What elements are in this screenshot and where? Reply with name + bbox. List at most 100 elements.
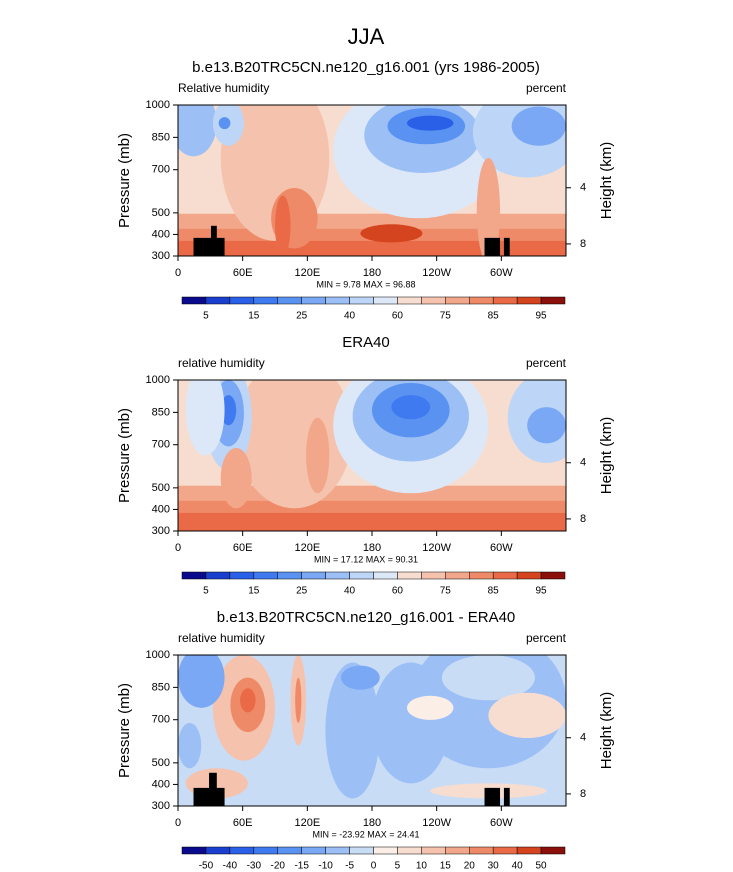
x-tick-label: 0	[175, 817, 181, 829]
stats: MIN = -23.92 MAX = 24.41	[312, 829, 419, 839]
colorbar-box	[540, 296, 566, 305]
land	[193, 237, 225, 256]
colorbar-box	[253, 846, 278, 855]
colorbar-label: 15	[248, 311, 260, 322]
colorbar-label: 15	[248, 586, 260, 597]
x-tick-label: 120E	[294, 267, 320, 279]
land	[210, 225, 217, 256]
y-tick-label: 700	[152, 714, 170, 726]
colorbar-box	[469, 846, 494, 855]
colorbar-label: -10	[318, 861, 333, 872]
left-label: relative humidity	[178, 631, 265, 645]
colorbar-label: 75	[440, 311, 452, 322]
left-label: relative humidity	[178, 356, 265, 370]
colorbar-box	[229, 571, 255, 580]
colorbar-label: 5	[203, 311, 209, 322]
x-tick-label: 60E	[233, 267, 253, 279]
y2-tick-label: 4	[580, 182, 586, 194]
colorbar-box	[373, 846, 398, 855]
y2-axis-label: Height (km)	[598, 692, 615, 770]
stats: MIN = 9.78 MAX = 96.88	[316, 279, 415, 289]
colorbar-box	[253, 296, 278, 305]
colorbar-label: 75	[440, 586, 452, 597]
contour-fill	[488, 692, 566, 739]
colorbar-box	[301, 296, 326, 305]
colorbar-label: 5	[395, 861, 401, 872]
right-label: percent	[526, 631, 567, 645]
colorbar-box	[492, 296, 518, 305]
colorbar-box	[445, 846, 470, 855]
colorbar-box	[469, 571, 494, 580]
panel-title: b.e13.B20TRC5CN.ne120_g16.001 - ERA40	[217, 609, 516, 626]
y-tick-label: 400	[152, 228, 170, 240]
x-tick-label: 180	[363, 817, 381, 829]
colorbar-label: -20	[271, 861, 286, 872]
y-tick-label: 500	[152, 482, 170, 494]
colorbar-box	[301, 846, 326, 855]
colorbar-label: -50	[199, 861, 214, 872]
y-tick-label: 400	[152, 503, 170, 515]
contour-fill	[527, 407, 566, 444]
y-tick-label: 500	[152, 757, 170, 769]
x-tick-label: 120W	[422, 817, 451, 829]
contour-fill	[325, 662, 380, 799]
colorbar-box	[349, 571, 374, 580]
x-tick-label: 0	[175, 542, 181, 554]
colorbar-box	[181, 296, 207, 305]
x-tick-label: 120W	[422, 542, 451, 554]
contour-fill	[178, 512, 566, 531]
y2-tick-label: 4	[580, 457, 586, 469]
colorbar-label: 50	[536, 861, 548, 872]
y-axis-label: Pressure (mb)	[116, 133, 133, 228]
right-label: percent	[526, 81, 567, 95]
colorbar-label: 10	[416, 861, 428, 872]
contour-fill	[306, 417, 330, 494]
y-tick-label: 850	[152, 406, 170, 418]
colorbar-box	[277, 846, 302, 855]
colorbar-label: 40	[344, 586, 356, 597]
contour-fill	[275, 195, 291, 256]
contour-fill	[391, 395, 431, 420]
colorbar-box	[445, 296, 470, 305]
colorbar-label: 60	[392, 311, 404, 322]
x-tick-label: 60W	[490, 542, 513, 554]
y2-axis-label: Height (km)	[598, 142, 615, 220]
x-tick-label: 120E	[294, 817, 320, 829]
contour-fill	[441, 655, 535, 701]
y-axis-label: Pressure (mb)	[116, 408, 133, 503]
colorbar-label: 40	[512, 861, 524, 872]
colorbar-label: 95	[536, 311, 548, 322]
colorbar-box	[397, 571, 422, 580]
colorbar-box	[277, 296, 302, 305]
colorbar-box	[445, 571, 470, 580]
contour-field	[178, 105, 566, 256]
x-tick-label: 0	[175, 267, 181, 279]
y-tick-label: 300	[152, 250, 170, 262]
y2-tick-label: 8	[580, 238, 586, 250]
colorbar-label: -40	[223, 861, 238, 872]
y-tick-label: 500	[152, 207, 170, 219]
y-axis-label: Pressure (mb)	[116, 683, 133, 778]
y-tick-label: 1000	[146, 374, 170, 386]
colorbar-label: 20	[464, 861, 476, 872]
x-tick-label: 120E	[294, 542, 320, 554]
colorbar-box	[325, 846, 350, 855]
colorbar-box	[181, 571, 207, 580]
y2-tick-label: 4	[580, 732, 586, 744]
colorbar-box	[421, 296, 446, 305]
colorbar-box	[349, 846, 374, 855]
colorbar-label: 5	[203, 586, 209, 597]
colorbar-box	[229, 296, 255, 305]
y-tick-label: 300	[152, 525, 170, 537]
colorbar-box	[373, 571, 398, 580]
x-tick-label: 60E	[233, 542, 253, 554]
colorbar-box	[205, 571, 231, 580]
contour-fill	[340, 665, 380, 690]
colorbar-box	[516, 571, 542, 580]
right-label: percent	[526, 356, 567, 370]
x-tick-label: 60E	[233, 817, 253, 829]
colorbar-label: 40	[344, 311, 356, 322]
colorbar-box	[349, 296, 374, 305]
contour-fill	[406, 115, 454, 131]
colorbar-label: 95	[536, 586, 548, 597]
